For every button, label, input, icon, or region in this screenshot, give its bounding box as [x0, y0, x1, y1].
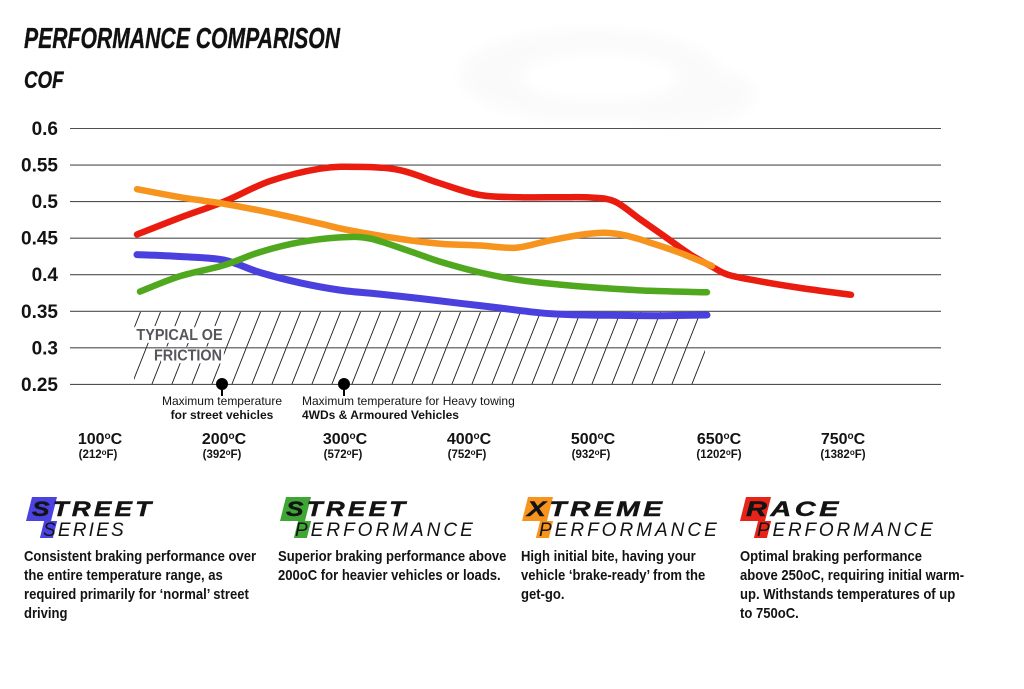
svg-text:650oC: 650oC — [697, 431, 742, 448]
svg-text:(1202oF): (1202oF) — [696, 448, 741, 461]
svg-text:300oC: 300oC — [323, 431, 368, 448]
svg-text:0.6: 0.6 — [32, 119, 58, 140]
svg-text:(572oF): (572oF) — [324, 448, 363, 461]
svg-text:(212oF): (212oF) — [79, 448, 118, 461]
svg-text:Maximum temperature: Maximum temperature — [162, 394, 282, 408]
svg-text:for street vehicles: for street vehicles — [171, 408, 274, 422]
svg-text:4WDs & Armoured Vehicles: 4WDs & Armoured Vehicles — [302, 408, 459, 422]
svg-text:0.3: 0.3 — [32, 338, 58, 359]
svg-text:(752oF): (752oF) — [448, 448, 487, 461]
svg-text:750oC: 750oC — [821, 431, 866, 448]
svg-text:0.45: 0.45 — [21, 229, 58, 250]
svg-text:(392oF): (392oF) — [203, 448, 242, 461]
svg-text:0.5: 0.5 — [32, 192, 59, 213]
svg-text:0.35: 0.35 — [21, 302, 58, 323]
svg-text:500oC: 500oC — [571, 431, 616, 448]
svg-text:(932oF): (932oF) — [572, 448, 611, 461]
svg-text:0.4: 0.4 — [32, 265, 59, 286]
svg-text:FRICTION: FRICTION — [154, 347, 222, 365]
svg-text:200oC: 200oC — [202, 431, 247, 448]
svg-text:400oC: 400oC — [447, 431, 492, 448]
svg-text:100oC: 100oC — [78, 431, 123, 448]
svg-text:(1382oF): (1382oF) — [820, 448, 865, 461]
svg-text:0.25: 0.25 — [21, 375, 58, 396]
svg-text:Maximum temperature for Heavy: Maximum temperature for Heavy towing — [302, 394, 515, 408]
svg-text:TYPICAL OE: TYPICAL OE — [136, 327, 222, 345]
svg-text:0.55: 0.55 — [21, 156, 58, 177]
